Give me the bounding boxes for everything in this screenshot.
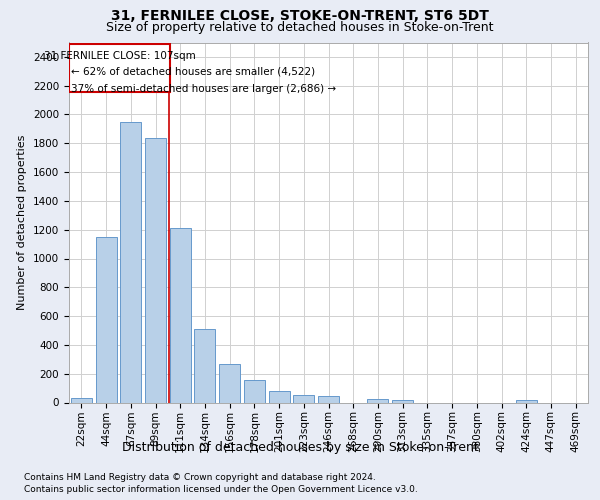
Bar [120, 122, 141, 402]
Bar [95, 237, 116, 402]
Bar [219, 364, 240, 403]
Text: 31 FERNILEE CLOSE: 107sqm: 31 FERNILEE CLOSE: 107sqm [44, 51, 196, 61]
Bar [392, 400, 413, 402]
Bar [69, 44, 170, 92]
Text: Size of property relative to detached houses in Stoke-on-Trent: Size of property relative to detached ho… [106, 21, 494, 34]
Text: Distribution of detached houses by size in Stoke-on-Trent: Distribution of detached houses by size … [122, 441, 478, 454]
Bar [269, 391, 290, 402]
Bar [71, 398, 92, 402]
Bar [145, 138, 166, 402]
Y-axis label: Number of detached properties: Number of detached properties [17, 135, 28, 310]
Bar [170, 228, 191, 402]
Bar [293, 396, 314, 402]
Bar [516, 400, 537, 402]
Bar [318, 396, 339, 402]
Text: Contains HM Land Registry data © Crown copyright and database right 2024.: Contains HM Land Registry data © Crown c… [24, 472, 376, 482]
Text: 37% of semi-detached houses are larger (2,686) →: 37% of semi-detached houses are larger (… [71, 84, 337, 94]
Text: Contains public sector information licensed under the Open Government Licence v3: Contains public sector information licen… [24, 485, 418, 494]
Bar [194, 329, 215, 402]
Bar [244, 380, 265, 402]
Text: 31, FERNILEE CLOSE, STOKE-ON-TRENT, ST6 5DT: 31, FERNILEE CLOSE, STOKE-ON-TRENT, ST6 … [111, 9, 489, 23]
Text: ← 62% of detached houses are smaller (4,522): ← 62% of detached houses are smaller (4,… [71, 67, 316, 77]
Bar [367, 399, 388, 402]
